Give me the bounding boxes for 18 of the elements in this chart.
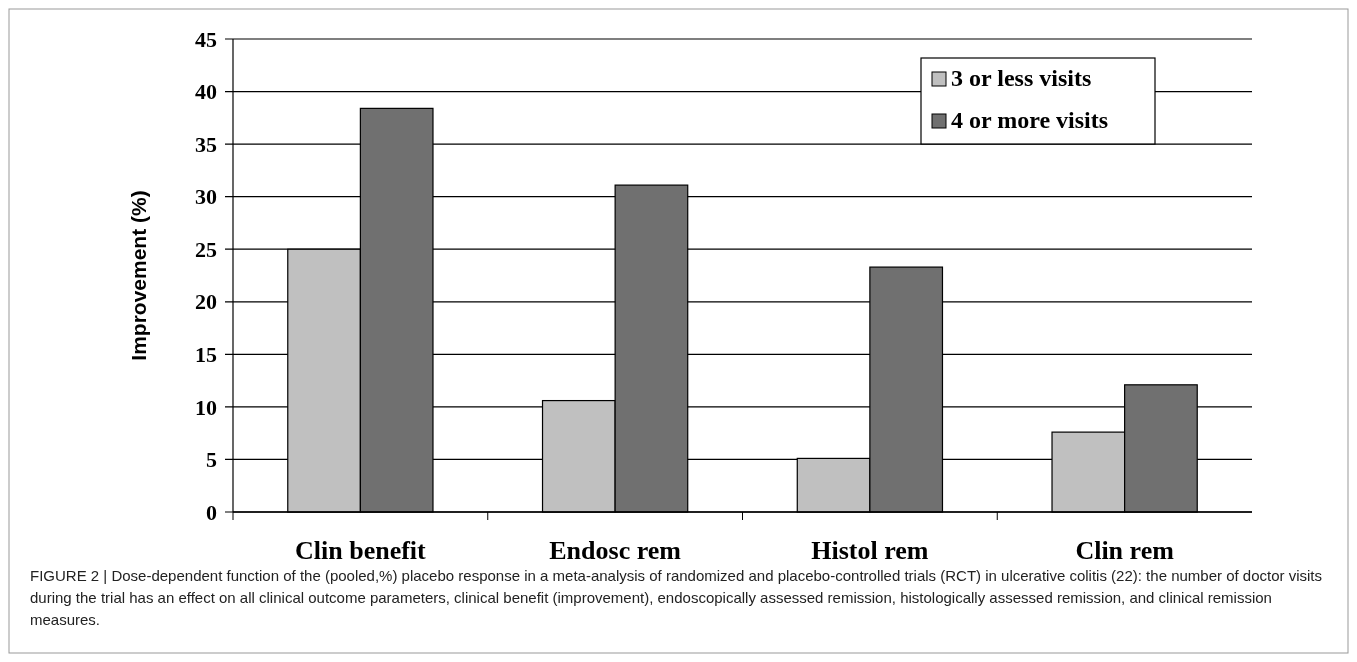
y-tick-label: 0 — [206, 499, 217, 525]
y-tick-label: 25 — [195, 236, 217, 262]
y-tick-label: 30 — [195, 184, 217, 210]
y-tick-label: 35 — [195, 131, 217, 157]
y-tick-label: 40 — [195, 79, 217, 105]
x-tick-label: Endosc rem — [549, 536, 682, 565]
y-tick-label: 10 — [195, 394, 217, 420]
x-tick-label: Histol rem — [811, 536, 929, 565]
y-axis-title: Improvement (%) — [127, 190, 150, 361]
x-tick-label: Clin rem — [1075, 536, 1175, 565]
legend-label: 3 or less visits — [951, 65, 1092, 91]
legend-label: 4 or more visits — [951, 107, 1109, 133]
y-tick-label: 15 — [195, 342, 217, 368]
caption: FIGURE 2 | Dose-dependent function of the (pooled,%) placebo response in a meta-analysis of randomized and placebo-controlled trials (RCT) in ulcerative colitis (22): the number of doctor visits during the trial has an effect on all clinical outcome parameters, clinical benefit (improvement), endoscopically assessed remission, histologically assessed remission, and clinical remission measures. — [30, 566, 1324, 630]
y-tick-label: 45 — [195, 26, 217, 52]
y-tick-label: 5 — [206, 447, 217, 473]
y-tick-label: 20 — [195, 289, 217, 315]
x-tick-label: Clin benefit — [295, 536, 427, 565]
